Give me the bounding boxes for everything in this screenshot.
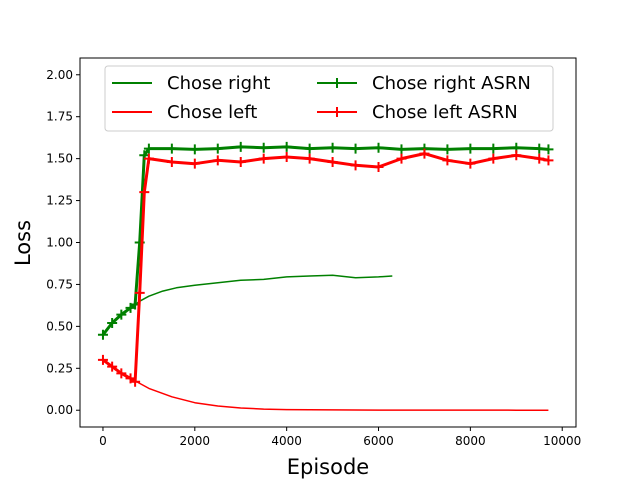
series-layer	[97, 141, 554, 411]
y-tick-label: 0.75	[46, 277, 73, 291]
x-axis-label: Episode	[287, 455, 369, 479]
data-point-marker	[396, 153, 407, 164]
data-point-marker	[130, 376, 141, 387]
data-point-marker	[373, 162, 384, 173]
data-point-marker	[116, 309, 127, 320]
data-point-marker	[97, 354, 108, 365]
y-tick-label: 1.25	[46, 194, 73, 208]
legend-entries: Chose right Chose left Chose right ASRN Cho…	[112, 73, 531, 123]
data-point-marker	[212, 143, 223, 154]
data-point-marker	[543, 144, 554, 155]
data-point-marker	[143, 153, 154, 164]
data-point-marker	[235, 141, 246, 152]
data-point-marker	[442, 144, 453, 155]
legend-entry-chose-right: Chose right	[112, 73, 270, 94]
data-point-marker	[134, 287, 145, 298]
data-point-marker	[258, 153, 269, 164]
legend: Chose right Chose left Chose right ASRN Cho…	[104, 65, 554, 132]
data-point-marker	[511, 150, 522, 161]
x-tick-label: 0	[99, 434, 107, 448]
y-tick-label: 0.50	[46, 319, 73, 333]
y-tick-label: 0.00	[46, 403, 73, 417]
data-point-marker	[350, 143, 361, 154]
legend-marker	[332, 107, 342, 117]
data-point-marker	[212, 155, 223, 166]
y-tick-label: 1.00	[46, 236, 73, 250]
legend-label: Chose right ASRN	[372, 73, 531, 94]
data-point-marker	[396, 144, 407, 155]
series-chose-right-asrn	[97, 141, 554, 340]
data-point-marker	[139, 187, 150, 198]
data-point-marker	[543, 155, 554, 166]
data-point-marker	[166, 156, 177, 167]
data-point-marker	[304, 143, 315, 154]
data-point-marker	[534, 143, 545, 154]
x-tick-label: 10000	[543, 434, 581, 448]
legend-marker	[332, 78, 342, 88]
data-point-marker	[488, 153, 499, 164]
x-tick-label: 2000	[180, 434, 211, 448]
data-point-marker	[281, 151, 292, 162]
data-point-marker	[442, 155, 453, 166]
x-tick-label: 6000	[363, 434, 394, 448]
legend-frame	[104, 65, 554, 132]
data-point-marker	[258, 142, 269, 153]
y-tick-label: 2.00	[46, 68, 73, 82]
data-point-marker	[350, 160, 361, 171]
data-point-marker	[465, 143, 476, 154]
legend-label: Chose left ASRN	[372, 102, 518, 123]
legend-entry-chose-right-asrn: Chose right ASRN	[317, 73, 531, 94]
data-point-marker	[143, 143, 154, 154]
data-point-marker	[116, 368, 127, 379]
legend-label: Chose right	[167, 73, 270, 94]
data-point-marker	[189, 144, 200, 155]
ticks-layer: 0 2000 4000 6000 8000 10000 0.00 0.25 0.50 0.75 1.…	[46, 68, 581, 448]
data-point-marker	[465, 158, 476, 169]
x-tick-label: 8000	[455, 434, 486, 448]
x-tick-label: 4000	[271, 434, 302, 448]
y-tick-label: 1.50	[46, 152, 73, 166]
data-point-marker	[107, 361, 118, 372]
data-point-marker	[327, 142, 338, 153]
data-point-marker	[281, 141, 292, 152]
data-point-marker	[235, 156, 246, 167]
data-point-marker	[304, 153, 315, 164]
data-point-marker	[107, 318, 118, 329]
data-point-marker	[534, 153, 545, 164]
y-axis-label: Loss	[11, 220, 35, 266]
legend-entry-chose-left: Chose left	[112, 102, 257, 123]
data-point-marker	[166, 143, 177, 154]
data-point-marker	[189, 158, 200, 169]
data-point-marker	[373, 142, 384, 153]
y-tick-label: 0.25	[46, 361, 73, 375]
data-point-marker	[419, 148, 430, 159]
data-point-marker	[327, 156, 338, 167]
data-point-marker	[488, 143, 499, 154]
data-point-marker	[97, 329, 108, 340]
series-chose-left-asrn	[97, 148, 554, 387]
legend-label: Chose left	[167, 102, 257, 123]
legend-entry-chose-left-asrn: Chose left ASRN	[317, 102, 518, 123]
y-tick-label: 1.75	[46, 110, 73, 124]
